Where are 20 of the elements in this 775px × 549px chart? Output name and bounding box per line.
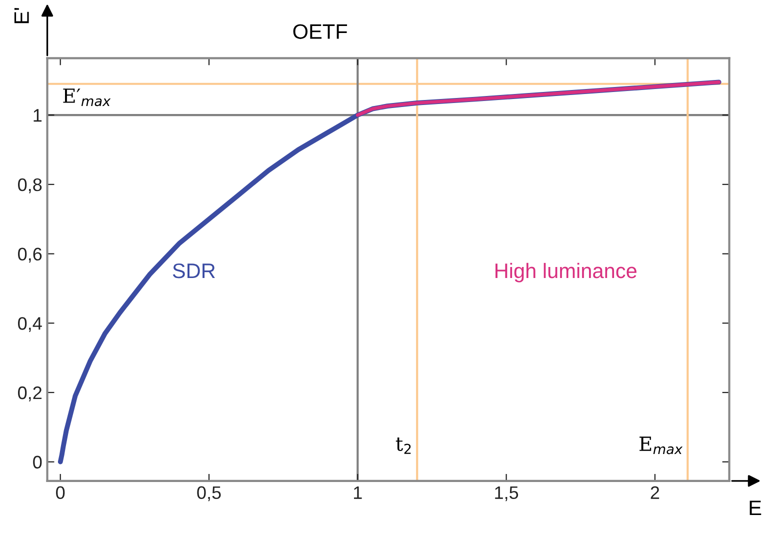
y-tick-label: 0,2: [18, 386, 42, 402]
y-tick-label: 0: [33, 456, 42, 469]
series-label: SDR: [172, 263, 215, 278]
x-tick-label: 0: [56, 486, 65, 500]
y-axis-title: E': [14, 8, 29, 24]
x-tick-label: 1,5: [495, 486, 518, 502]
ref-line-label: E$_{max}$: [640, 436, 683, 454]
chart-title: OETF: [293, 24, 348, 39]
ref-line-label: E′$_{max}$: [63, 88, 111, 106]
x-tick-label: 0,5: [197, 486, 221, 502]
x-axis-title: E: [750, 500, 762, 516]
y-tick-label: 0,8: [18, 178, 42, 194]
line-series: [356, 80, 721, 117]
y-tick-label: 0,6: [18, 248, 42, 263]
x-tick-label: 1: [354, 486, 362, 499]
x-tick-label: 2: [650, 486, 660, 499]
text: High luminance: [496, 262, 636, 282]
ref-line-label: t$_{2}$: [396, 437, 411, 454]
y-tick-label: 0,4: [18, 317, 42, 332]
y-tick-label: 1: [34, 109, 42, 122]
